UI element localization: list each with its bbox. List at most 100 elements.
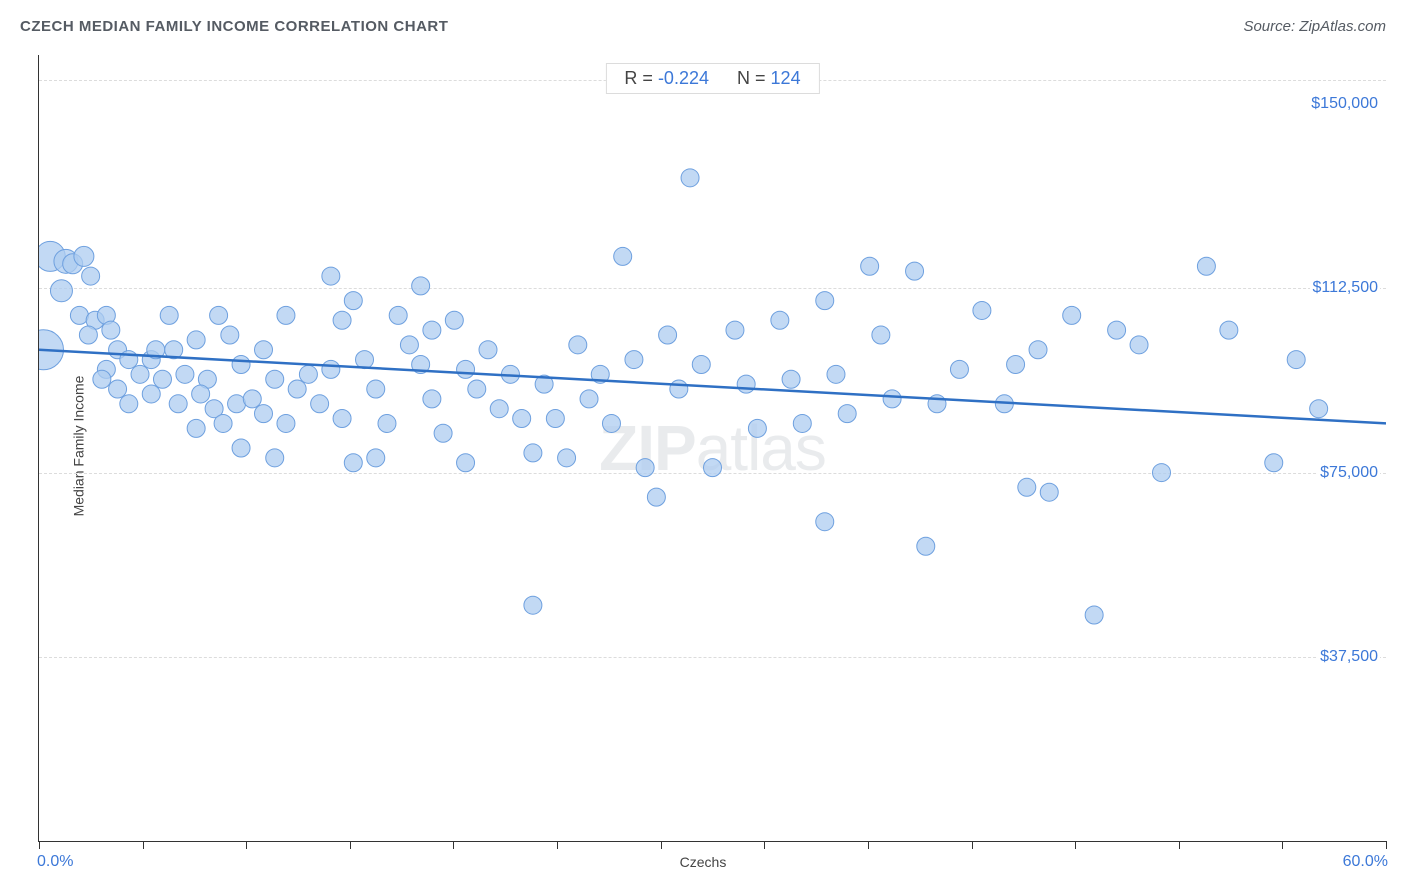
scatter-point: [423, 390, 441, 408]
scatter-point: [558, 449, 576, 467]
x-tick: [764, 841, 765, 849]
scatter-point: [692, 355, 710, 373]
scatter-point: [737, 375, 755, 393]
scatter-point: [1018, 478, 1036, 496]
scatter-point: [333, 410, 351, 428]
scatter-point: [367, 380, 385, 398]
scatter-svg: [39, 55, 1386, 841]
scatter-point: [344, 454, 362, 472]
r-label: R =: [624, 68, 653, 88]
scatter-point: [457, 360, 475, 378]
chart-source: Source: ZipAtlas.com: [1243, 18, 1386, 35]
scatter-point: [277, 414, 295, 432]
scatter-point: [1287, 351, 1305, 369]
scatter-point: [176, 365, 194, 383]
scatter-point: [513, 410, 531, 428]
x-tick: [143, 841, 144, 849]
scatter-point: [120, 395, 138, 413]
chart-header: CZECH MEDIAN FAMILY INCOME CORRELATION C…: [20, 18, 1386, 48]
scatter-point: [232, 439, 250, 457]
scatter-point: [681, 169, 699, 187]
scatter-point: [771, 311, 789, 329]
scatter-point: [793, 414, 811, 432]
scatter-point: [192, 385, 210, 403]
scatter-point: [423, 321, 441, 339]
scatter-point: [827, 365, 845, 383]
scatter-point: [479, 341, 497, 359]
scatter-point: [322, 360, 340, 378]
scatter-point: [102, 321, 120, 339]
scatter-point: [255, 405, 273, 423]
scatter-point: [378, 414, 396, 432]
scatter-point: [906, 262, 924, 280]
scatter-point: [670, 380, 688, 398]
scatter-point: [445, 311, 463, 329]
scatter-point: [221, 326, 239, 344]
scatter-point: [1220, 321, 1238, 339]
x-tick: [453, 841, 454, 849]
n-label: N =: [737, 68, 766, 88]
scatter-point: [266, 370, 284, 388]
scatter-point: [322, 267, 340, 285]
scatter-point: [400, 336, 418, 354]
scatter-point: [524, 596, 542, 614]
scatter-point: [131, 365, 149, 383]
scatter-point: [412, 277, 430, 295]
x-tick: [350, 841, 351, 849]
scatter-point: [255, 341, 273, 359]
scatter-point: [93, 370, 111, 388]
scatter-point: [659, 326, 677, 344]
scatter-point: [1197, 257, 1215, 275]
regression-line: [39, 350, 1386, 424]
scatter-point: [973, 301, 991, 319]
scatter-point: [79, 326, 97, 344]
stats-box: R = -0.224 N = 124: [605, 63, 819, 94]
scatter-point: [1108, 321, 1126, 339]
scatter-point: [214, 414, 232, 432]
scatter-point: [243, 390, 261, 408]
x-tick: [246, 841, 247, 849]
scatter-point: [1153, 464, 1171, 482]
scatter-point: [142, 385, 160, 403]
x-tick: [1386, 841, 1387, 849]
scatter-point: [524, 444, 542, 462]
scatter-point: [861, 257, 879, 275]
scatter-point: [160, 306, 178, 324]
scatter-point: [636, 459, 654, 477]
scatter-point: [1310, 400, 1328, 418]
scatter-point: [1085, 606, 1103, 624]
scatter-point: [333, 311, 351, 329]
scatter-point: [367, 449, 385, 467]
scatter-point: [950, 360, 968, 378]
scatter-point: [569, 336, 587, 354]
scatter-point: [490, 400, 508, 418]
x-tick: [1179, 841, 1180, 849]
scatter-point: [109, 380, 127, 398]
scatter-point: [169, 395, 187, 413]
scatter-point: [210, 306, 228, 324]
x-tick: [557, 841, 558, 849]
scatter-point: [311, 395, 329, 413]
x-tick: [39, 841, 40, 849]
scatter-point: [344, 292, 362, 310]
plot-inner: $37,500$75,000$112,500$150,000: [39, 55, 1386, 841]
x-min-label: 0.0%: [37, 853, 73, 871]
scatter-point: [1029, 341, 1047, 359]
scatter-point: [277, 306, 295, 324]
r-value: -0.224: [658, 68, 709, 88]
scatter-point: [299, 365, 317, 383]
scatter-point: [228, 395, 246, 413]
scatter-point: [266, 449, 284, 467]
chart-title: CZECH MEDIAN FAMILY INCOME CORRELATION C…: [20, 18, 448, 35]
scatter-point: [580, 390, 598, 408]
scatter-point: [356, 351, 374, 369]
scatter-point: [153, 370, 171, 388]
scatter-point: [704, 459, 722, 477]
scatter-point: [74, 246, 94, 266]
scatter-point: [1265, 454, 1283, 472]
x-tick: [661, 841, 662, 849]
chart-container: CZECH MEDIAN FAMILY INCOME CORRELATION C…: [0, 0, 1406, 892]
scatter-point: [389, 306, 407, 324]
x-tick: [1075, 841, 1076, 849]
x-tick: [1282, 841, 1283, 849]
